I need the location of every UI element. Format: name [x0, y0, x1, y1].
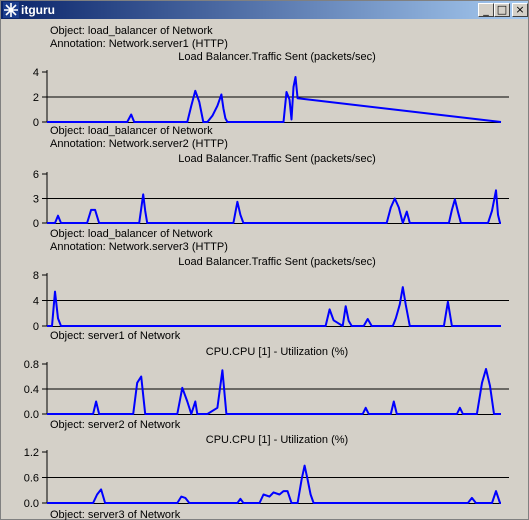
y-tick-label: 1.2 — [24, 447, 39, 459]
graph-panel-5: Object: server2 of Network CPU.CPU [1] - … — [24, 419, 509, 510]
graph-title: Load Balancer.Traffic Sent (packets/sec) — [178, 256, 376, 268]
y-tick-label: 3 — [33, 194, 39, 206]
annotation-label: Annotation: Network.server3 (HTTP) — [50, 241, 228, 253]
series-line — [47, 76, 502, 123]
y-tick-label: 0 — [33, 117, 39, 129]
graph-panel-area: Object: load_balancer of NetworkAnnotati… — [24, 25, 509, 520]
y-tick-label: 0 — [33, 321, 39, 333]
series-line — [47, 464, 501, 504]
y-tick-label: 2 — [33, 92, 39, 104]
close-icon: × — [515, 3, 525, 16]
y-tick-label: 4 — [33, 296, 39, 308]
maximize-icon: □ — [496, 3, 508, 16]
y-tick-label: 0.0 — [24, 409, 39, 421]
y-tick-label: 6 — [33, 169, 39, 181]
window-title: itguru — [21, 3, 55, 17]
graph-title: CPU.CPU [1] - Utilization (%) — [206, 346, 348, 358]
graph-title: CPU.CPU [1] - Utilization (%) — [206, 434, 348, 446]
graph-panel-2: Object: load_balancer of NetworkAnnotati… — [33, 125, 509, 230]
object-label: Object: load_balancer of Network — [50, 228, 213, 240]
graph-title: Load Balancer.Traffic Sent (packets/sec) — [178, 153, 376, 165]
close-button[interactable]: × — [512, 3, 528, 17]
title-bar[interactable]: itguru _ □ × — [1, 1, 528, 19]
object-label: Object: server1 of Network — [50, 330, 181, 342]
graph-title: Load Balancer.Traffic Sent (packets/sec) — [178, 51, 376, 63]
graph-panels: Object: load_balancer of NetworkAnnotati… — [24, 25, 509, 510]
y-tick-label: 8 — [33, 270, 39, 282]
footer-object-label: Object: server3 of Network — [50, 509, 181, 520]
annotation-label: Annotation: Network.server1 (HTTP) — [50, 38, 228, 50]
minimize-button[interactable]: _ — [478, 3, 494, 17]
graph-panel-1: Object: load_balancer of NetworkAnnotati… — [33, 25, 509, 129]
y-tick-label: 0.0 — [24, 498, 39, 510]
series-line — [47, 368, 501, 415]
annotation-label: Annotation: Network.server2 (HTTP) — [50, 138, 228, 150]
object-label: Object: load_balancer of Network — [50, 25, 213, 37]
y-tick-label: 0.8 — [24, 359, 39, 371]
series-line — [47, 189, 501, 224]
maximize-button[interactable]: □ — [494, 3, 510, 17]
minimize-icon: _ — [483, 3, 489, 16]
series-line — [47, 286, 501, 327]
object-label: Object: server2 of Network — [50, 419, 181, 431]
object-label: Object: load_balancer of Network — [50, 125, 213, 137]
y-tick-label: 0.6 — [24, 473, 39, 485]
y-tick-label: 0 — [33, 218, 39, 230]
graph-panel-3: Object: load_balancer of NetworkAnnotati… — [33, 228, 509, 333]
app-icon — [3, 2, 19, 18]
y-tick-label: 4 — [33, 67, 39, 79]
y-tick-label: 0.4 — [24, 384, 39, 396]
graph-panel-4: Object: server1 of Network CPU.CPU [1] - … — [24, 330, 509, 421]
